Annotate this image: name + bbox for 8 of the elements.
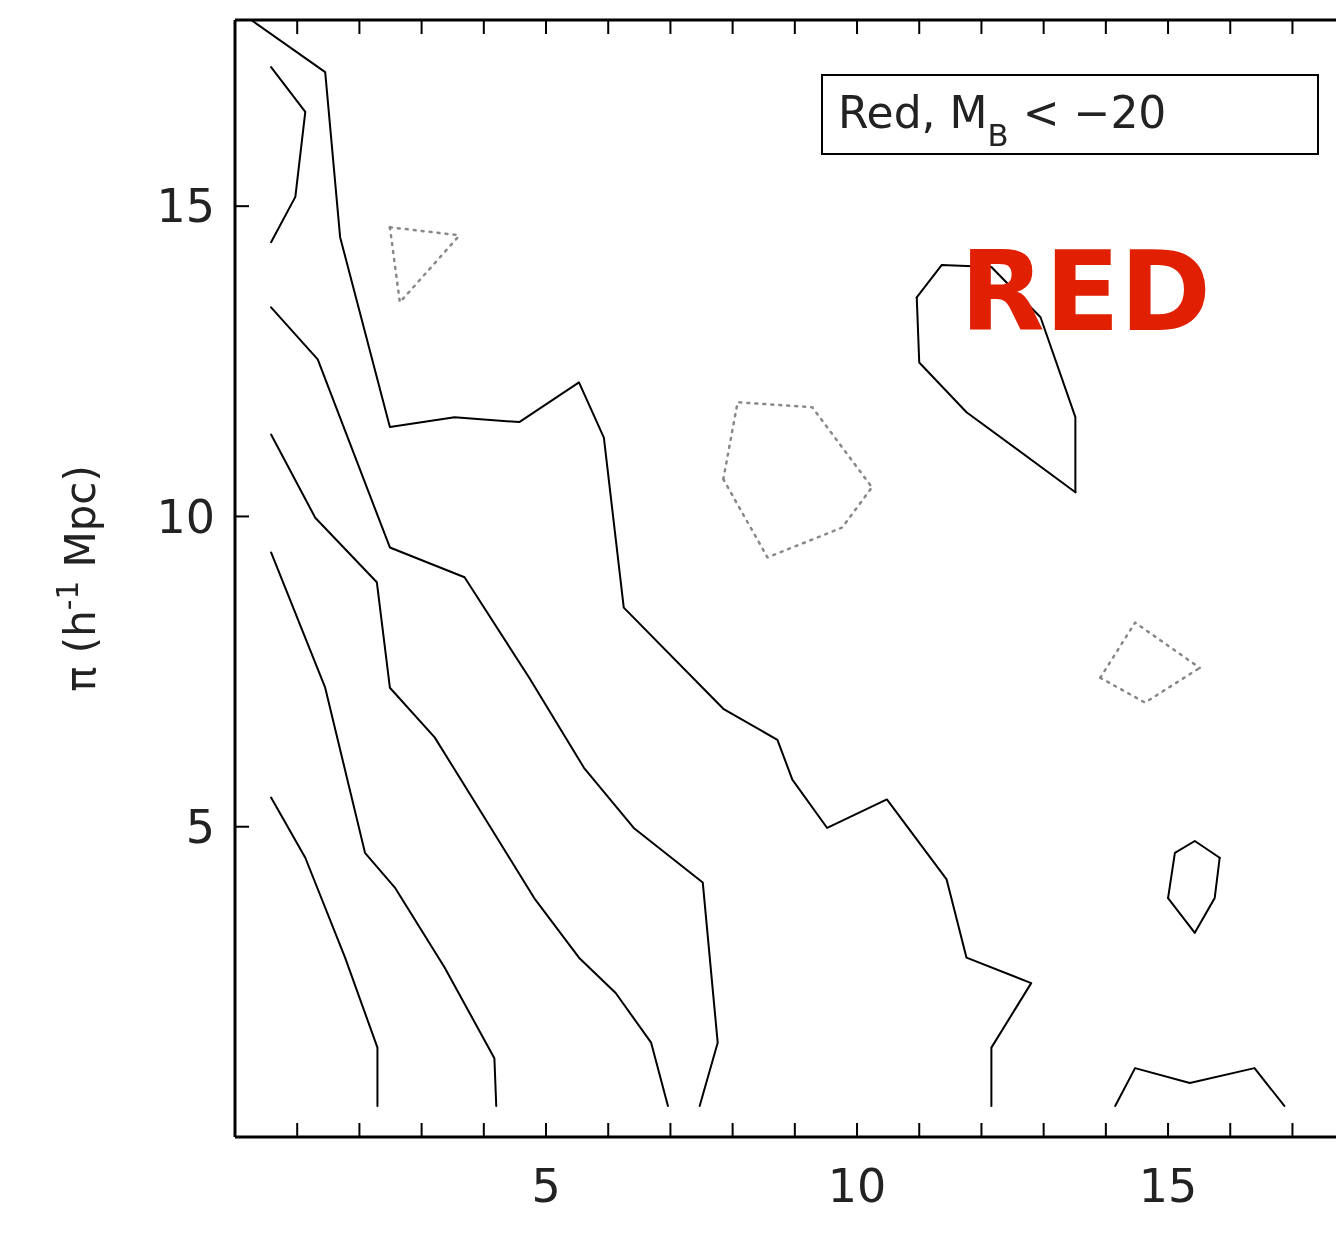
x-tick-label: 15 [1138, 1159, 1198, 1213]
y-tick-label: 5 [185, 799, 215, 854]
x-tick-label: 5 [531, 1159, 561, 1213]
y-tick-label: 10 [156, 489, 215, 544]
x-tick-label: 10 [827, 1159, 887, 1213]
y-tick-label: 15 [156, 179, 215, 234]
annotation: Red, M$_{B}$ < −20 [838, 87, 1167, 153]
label-box: Red, M$_{B}$ < −20 [821, 74, 1319, 155]
